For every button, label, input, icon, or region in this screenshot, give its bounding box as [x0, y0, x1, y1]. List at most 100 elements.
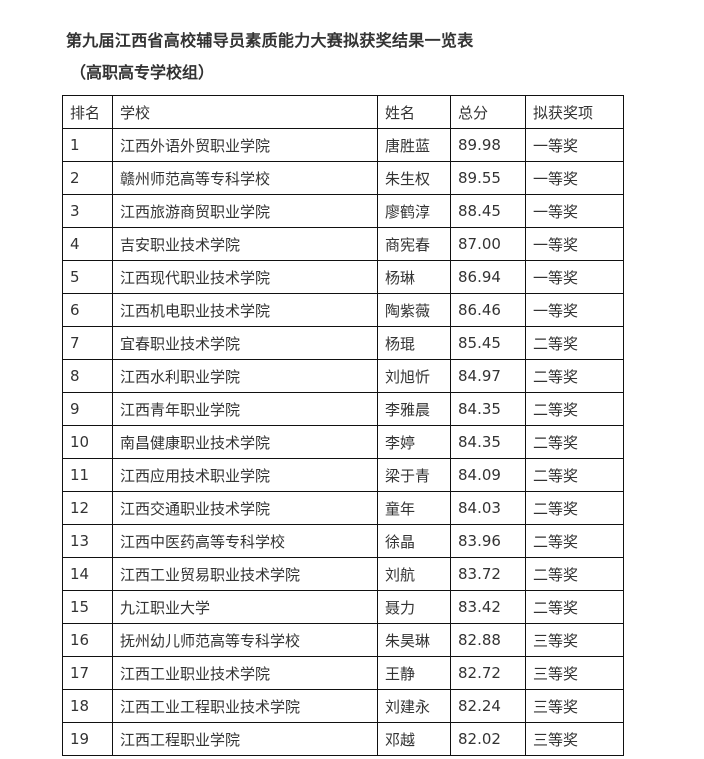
- score-cell: 83.96: [450, 524, 526, 558]
- name-cell: 陶紫薇: [377, 293, 451, 327]
- name-cell: 邓越: [377, 722, 451, 756]
- rank-cell: 9: [62, 392, 113, 426]
- name-cell: 杨琨: [377, 326, 451, 360]
- rank-cell: 11: [62, 458, 113, 492]
- table-row: 6 江西机电职业技术学院 陶紫薇 86.46 一等奖: [62, 293, 624, 327]
- award-cell: 一等奖: [525, 227, 624, 261]
- score-cell: 86.46: [450, 293, 526, 327]
- table-row: 8 江西水利职业学院 刘旭忻 84.97 二等奖: [62, 359, 624, 393]
- award-cell: 一等奖: [525, 161, 624, 195]
- name-cell: 梁于青: [377, 458, 451, 492]
- school-cell: 抚州幼儿师范高等专科学校: [112, 623, 378, 657]
- name-cell: 商宪春: [377, 227, 451, 261]
- rank-cell: 12: [62, 491, 113, 525]
- award-cell: 三等奖: [525, 722, 624, 756]
- rank-cell: 17: [62, 656, 113, 690]
- score-cell: 89.98: [450, 128, 526, 162]
- school-cell: 江西应用技术职业学院: [112, 458, 378, 492]
- school-cell: 赣州师范高等专科学校: [112, 161, 378, 195]
- school-cell: 江西外语外贸职业学院: [112, 128, 378, 162]
- header-name: 姓名: [377, 95, 451, 129]
- score-cell: 85.45: [450, 326, 526, 360]
- award-cell: 二等奖: [525, 392, 624, 426]
- table-row: 17 江西工业职业技术学院 王静 82.72 三等奖: [62, 656, 624, 690]
- award-cell: 三等奖: [525, 656, 624, 690]
- score-cell: 82.24: [450, 689, 526, 723]
- school-cell: 江西工业工程职业技术学院: [112, 689, 378, 723]
- header-score: 总分: [450, 95, 526, 129]
- rank-cell: 1: [62, 128, 113, 162]
- score-cell: 83.72: [450, 557, 526, 591]
- table-row: 9 江西青年职业学院 李雅晨 84.35 二等奖: [62, 392, 624, 426]
- results-table: 排名 学校 姓名 总分 拟获奖项 1 江西外语外贸职业学院 唐胜蓝 89.98 一等奖 2…: [62, 95, 624, 756]
- rank-cell: 16: [62, 623, 113, 657]
- school-cell: 江西工程职业学院: [112, 722, 378, 756]
- school-cell: 江西工业职业技术学院: [112, 656, 378, 690]
- rank-cell: 7: [62, 326, 113, 360]
- header-award: 拟获奖项: [525, 95, 624, 129]
- score-cell: 84.35: [450, 425, 526, 459]
- header-school: 学校: [112, 95, 378, 129]
- rank-cell: 15: [62, 590, 113, 624]
- name-cell: 刘旭忻: [377, 359, 451, 393]
- table-row: 7 宜春职业技术学院 杨琨 85.45 二等奖: [62, 326, 624, 360]
- rank-cell: 8: [62, 359, 113, 393]
- rank-cell: 14: [62, 557, 113, 591]
- name-cell: 刘建永: [377, 689, 451, 723]
- table-row: 12 江西交通职业技术学院 童年 84.03 二等奖: [62, 491, 624, 525]
- award-cell: 二等奖: [525, 590, 624, 624]
- rank-cell: 6: [62, 293, 113, 327]
- school-cell: 江西机电职业技术学院: [112, 293, 378, 327]
- name-cell: 唐胜蓝: [377, 128, 451, 162]
- award-cell: 二等奖: [525, 524, 624, 558]
- award-cell: 三等奖: [525, 689, 624, 723]
- score-cell: 84.03: [450, 491, 526, 525]
- award-cell: 二等奖: [525, 491, 624, 525]
- table-row: 10 南昌健康职业技术学院 李婷 84.35 二等奖: [62, 425, 624, 459]
- name-cell: 聂力: [377, 590, 451, 624]
- school-cell: 吉安职业技术学院: [112, 227, 378, 261]
- school-cell: 江西青年职业学院: [112, 392, 378, 426]
- score-cell: 84.35: [450, 392, 526, 426]
- school-cell: 江西现代职业技术学院: [112, 260, 378, 294]
- name-cell: 刘航: [377, 557, 451, 591]
- name-cell: 李雅晨: [377, 392, 451, 426]
- school-cell: 江西中医药高等专科学校: [112, 524, 378, 558]
- table-row: 14 江西工业贸易职业技术学院 刘航 83.72 二等奖: [62, 557, 624, 591]
- school-cell: 宜春职业技术学院: [112, 326, 378, 360]
- table-header-row: 排名 学校 姓名 总分 拟获奖项: [62, 95, 624, 129]
- rank-cell: 19: [62, 722, 113, 756]
- school-cell: 南昌健康职业技术学院: [112, 425, 378, 459]
- table-row: 3 江西旅游商贸职业学院 廖鹤淳 88.45 一等奖: [62, 194, 624, 228]
- score-cell: 84.97: [450, 359, 526, 393]
- name-cell: 朱生权: [377, 161, 451, 195]
- school-cell: 江西旅游商贸职业学院: [112, 194, 378, 228]
- rank-cell: 3: [62, 194, 113, 228]
- name-cell: 童年: [377, 491, 451, 525]
- score-cell: 82.88: [450, 623, 526, 657]
- award-cell: 二等奖: [525, 326, 624, 360]
- school-cell: 江西工业贸易职业技术学院: [112, 557, 378, 591]
- rank-cell: 4: [62, 227, 113, 261]
- table-row: 19 江西工程职业学院 邓越 82.02 三等奖: [62, 722, 624, 756]
- table-row: 16 抚州幼儿师范高等专科学校 朱昊琳 82.88 三等奖: [62, 623, 624, 657]
- table-row: 5 江西现代职业技术学院 杨琳 86.94 一等奖: [62, 260, 624, 294]
- table-row: 2 赣州师范高等专科学校 朱生权 89.55 一等奖: [62, 161, 624, 195]
- award-cell: 二等奖: [525, 458, 624, 492]
- award-cell: 二等奖: [525, 557, 624, 591]
- rank-cell: 2: [62, 161, 113, 195]
- score-cell: 82.72: [450, 656, 526, 690]
- score-cell: 88.45: [450, 194, 526, 228]
- rank-cell: 18: [62, 689, 113, 723]
- name-cell: 廖鹤淳: [377, 194, 451, 228]
- award-cell: 二等奖: [525, 425, 624, 459]
- score-cell: 83.42: [450, 590, 526, 624]
- school-cell: 九江职业大学: [112, 590, 378, 624]
- name-cell: 李婷: [377, 425, 451, 459]
- table-row: 15 九江职业大学 聂力 83.42 二等奖: [62, 590, 624, 624]
- name-cell: 徐晶: [377, 524, 451, 558]
- school-cell: 江西水利职业学院: [112, 359, 378, 393]
- score-cell: 89.55: [450, 161, 526, 195]
- rank-cell: 13: [62, 524, 113, 558]
- award-cell: 一等奖: [525, 194, 624, 228]
